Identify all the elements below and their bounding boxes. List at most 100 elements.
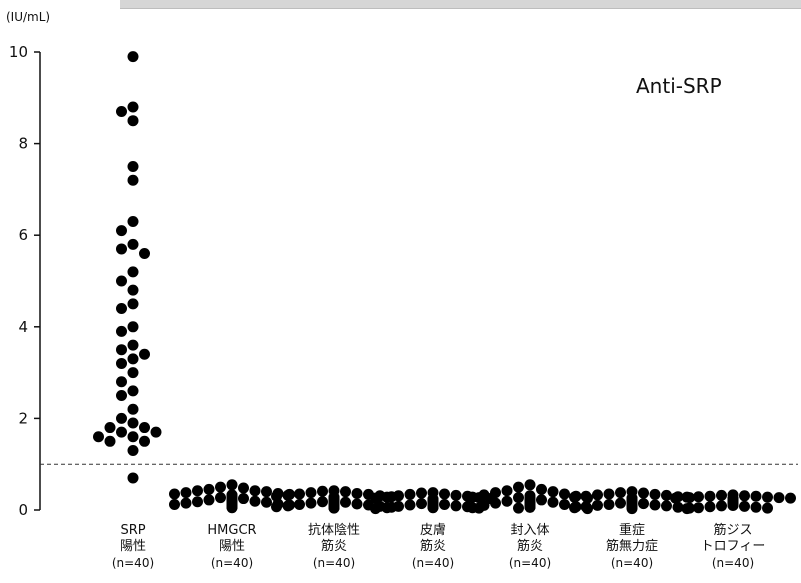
data-point	[762, 491, 773, 503]
data-point	[727, 499, 739, 511]
data-point	[450, 500, 462, 512]
data-point	[116, 275, 127, 287]
data-point	[785, 492, 796, 504]
data-point	[116, 344, 127, 356]
data-point	[226, 502, 238, 514]
category-line2: 陽性	[218, 539, 245, 554]
data-point	[116, 325, 127, 337]
data-point	[340, 496, 351, 508]
data-point	[524, 479, 536, 491]
data-point	[127, 444, 139, 456]
category-line1: 重症	[618, 523, 645, 538]
category-line2: 筋炎	[320, 539, 347, 554]
data-point	[127, 339, 139, 351]
data-point	[169, 488, 180, 500]
data-point	[739, 490, 750, 502]
data-point	[404, 499, 416, 511]
data-point	[569, 491, 580, 503]
x-category-label: HMGCR 陽性 (n=40)	[184, 523, 280, 571]
data-point	[127, 367, 139, 379]
data-point	[370, 503, 381, 515]
x-category-label: SRP 陽性 (n=40)	[85, 523, 181, 571]
data-point	[490, 497, 501, 509]
data-point	[261, 486, 272, 498]
data-point	[615, 497, 626, 509]
y-tick-label: 4	[18, 318, 28, 336]
data-point	[592, 489, 603, 501]
data-point	[294, 499, 305, 511]
data-point	[439, 488, 450, 500]
category-line1: 封入体	[510, 523, 550, 538]
data-point	[638, 487, 649, 499]
data-point	[716, 489, 727, 501]
data-point	[226, 479, 238, 491]
data-point	[626, 503, 638, 515]
data-point	[450, 489, 462, 501]
category-line1: 抗体陰性	[307, 523, 360, 538]
data-point	[381, 491, 393, 503]
data-point	[317, 496, 328, 508]
data-point	[116, 357, 127, 369]
data-point	[305, 487, 317, 499]
x-category-label: 重症 筋無力症 (n=40)	[584, 523, 680, 571]
category-sample-size: (n=40)	[312, 556, 356, 570]
data-point	[393, 490, 404, 502]
data-point	[180, 497, 192, 509]
data-point	[192, 485, 203, 497]
data-point	[317, 485, 328, 497]
data-point	[127, 161, 139, 172]
data-point	[215, 481, 226, 493]
data-point	[127, 472, 139, 484]
data-point	[592, 499, 603, 511]
data-point	[127, 284, 139, 296]
data-point	[467, 502, 478, 514]
data-point	[127, 51, 139, 63]
x-category-label: 皮膚 筋炎 (n=40)	[385, 523, 481, 571]
data-point	[661, 500, 672, 512]
data-point	[416, 498, 427, 510]
data-point	[478, 499, 490, 511]
category-line2: 陽性	[119, 539, 146, 554]
data-point	[104, 435, 116, 447]
data-point	[672, 501, 684, 513]
category-line2: トロフィー	[700, 539, 766, 554]
data-point	[203, 494, 215, 506]
y-tick-label: 2	[18, 409, 28, 427]
data-point	[116, 376, 127, 388]
data-point	[704, 490, 716, 502]
data-point	[559, 499, 570, 511]
data-point	[127, 174, 139, 186]
category-line2: 筋無力症	[605, 539, 658, 554]
data-point	[271, 501, 282, 513]
data-point	[501, 495, 513, 507]
data-point	[116, 412, 127, 424]
data-point	[370, 492, 381, 504]
data-point	[127, 417, 139, 429]
data-point	[127, 321, 139, 333]
data-point	[547, 496, 559, 508]
data-point	[580, 490, 592, 502]
data-point	[127, 385, 139, 397]
data-point	[116, 302, 127, 314]
data-point	[681, 491, 693, 503]
data-point	[580, 501, 592, 513]
data-point	[139, 248, 150, 260]
data-point	[649, 488, 661, 500]
data-point	[116, 426, 127, 438]
data-point	[490, 487, 501, 499]
data-point	[104, 422, 116, 434]
data-point	[501, 485, 513, 497]
data-point	[127, 403, 139, 415]
data-point	[93, 431, 104, 443]
x-category-label: 筋ジス トロフィー (n=40)	[685, 523, 781, 571]
category-sample-size: (n=40)	[210, 556, 254, 570]
data-point	[559, 488, 570, 500]
window-edge-strip	[120, 0, 801, 9]
data-point	[547, 486, 559, 498]
data-point	[693, 502, 704, 514]
data-point	[127, 266, 139, 278]
y-tick-label: 6	[18, 226, 28, 244]
data-point	[681, 503, 693, 515]
data-point	[305, 497, 317, 509]
